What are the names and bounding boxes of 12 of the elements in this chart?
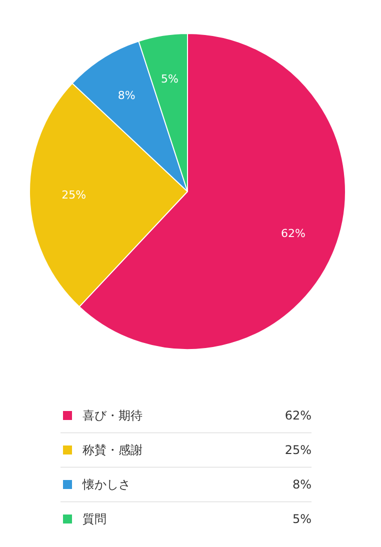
text: 25%: [284, 443, 312, 457]
text: 8%: [292, 478, 312, 492]
text: 62%: [284, 408, 312, 422]
data-label: 62%: [281, 226, 306, 240]
data-label: 25%: [62, 188, 86, 202]
legend-label: 喜び・期待: [82, 408, 142, 422]
legend-label: 質問: [82, 512, 106, 526]
data-label: 8%: [118, 88, 136, 102]
legend-label: 懐かしさ: [82, 478, 130, 492]
data-label: 5%: [160, 72, 178, 86]
legend-label: 称賛・感謝: [82, 443, 142, 457]
text: 5%: [292, 512, 312, 526]
